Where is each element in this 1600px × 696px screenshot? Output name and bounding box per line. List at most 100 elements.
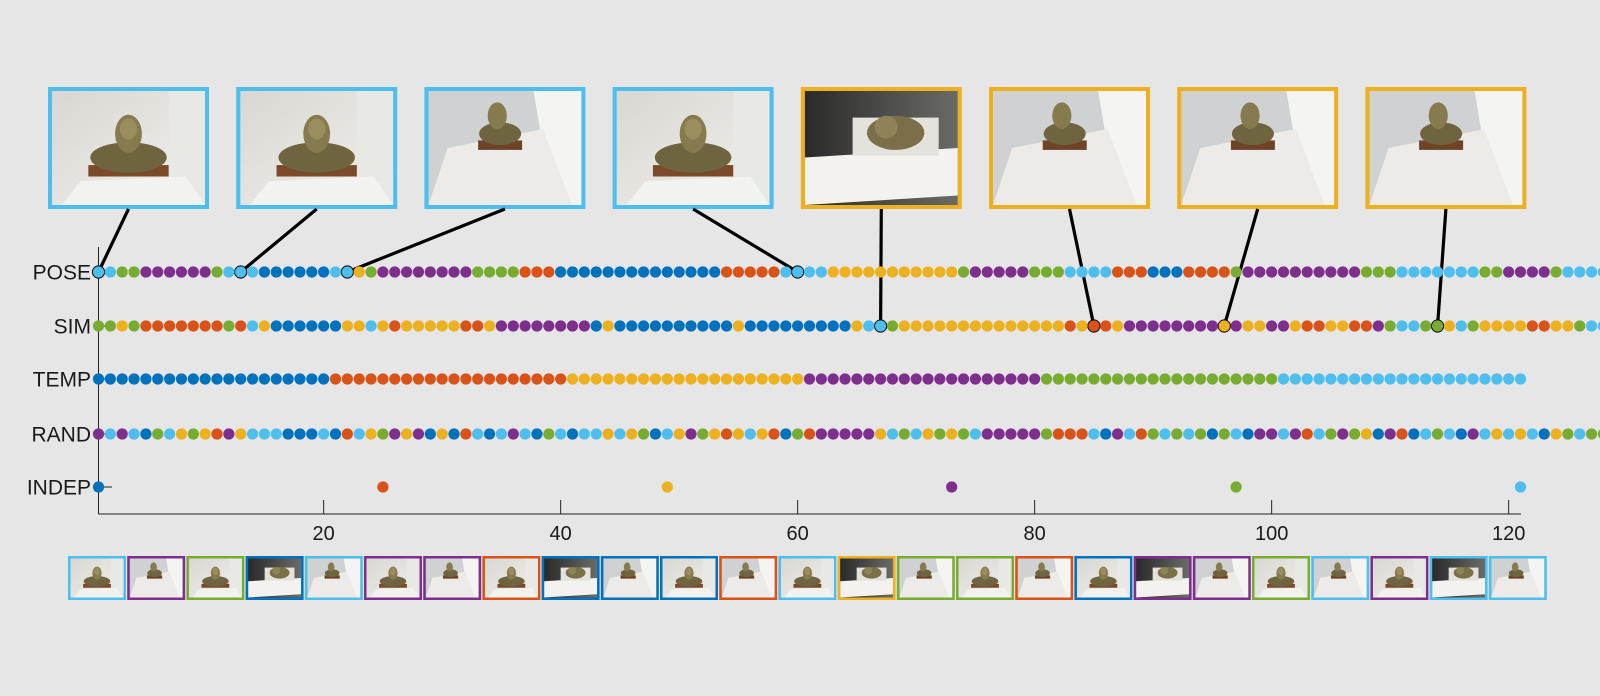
data-point (792, 428, 804, 440)
data-point (1467, 428, 1479, 440)
data-point (1538, 428, 1550, 440)
data-point (152, 320, 164, 332)
strip-thumbnail-image (603, 558, 657, 598)
data-point (412, 320, 425, 332)
highlight-thumbnails (48, 87, 1527, 209)
data-point (1218, 266, 1230, 278)
data-point (1159, 373, 1171, 385)
data-point (863, 266, 875, 278)
data-point (768, 266, 780, 278)
data-point (1349, 266, 1361, 278)
data-point (341, 266, 353, 278)
data-point (128, 373, 140, 385)
data-point (1064, 266, 1076, 278)
data-point (1123, 428, 1136, 440)
data-point (792, 266, 804, 278)
data-point (128, 266, 140, 278)
data-point (1514, 373, 1527, 385)
data-point (1360, 266, 1373, 278)
data-point (578, 428, 590, 440)
data-point (946, 373, 958, 385)
data-point (1171, 266, 1183, 278)
connector-line (97, 208, 130, 273)
data-point (164, 428, 176, 440)
data-point (934, 266, 946, 278)
data-point (1218, 320, 1230, 332)
connector-line (692, 207, 799, 274)
data-point (1052, 373, 1064, 385)
data-point (661, 320, 673, 332)
x-tick-label: 20 (313, 523, 335, 545)
connector-line (1222, 208, 1260, 327)
strip-thumbnail-image (366, 558, 420, 598)
strip-thumbnail-image (1432, 558, 1486, 598)
data-point (1574, 428, 1586, 440)
data-point (614, 320, 626, 332)
data-point (187, 266, 199, 278)
data-point (1349, 373, 1361, 385)
data-point (436, 320, 448, 332)
data-point (1514, 266, 1527, 278)
data-point (389, 266, 401, 278)
data-point (1112, 428, 1124, 440)
data-point (756, 320, 768, 332)
data-point (946, 320, 958, 332)
strip-thumbnail-image (1491, 558, 1545, 598)
data-point (1135, 428, 1147, 440)
data-point (1266, 373, 1278, 385)
data-point (910, 428, 922, 440)
data-point (1396, 373, 1408, 385)
data-point (1040, 266, 1053, 278)
data-point (1183, 428, 1195, 440)
data-point (389, 428, 401, 440)
data-point (377, 320, 389, 332)
thumbnail-image (240, 91, 394, 205)
data-point (1005, 266, 1017, 278)
data-point (827, 320, 839, 332)
data-point (519, 320, 531, 332)
data-point (590, 373, 602, 385)
data-point (1372, 428, 1384, 440)
data-point (1574, 266, 1586, 278)
data-point (969, 320, 982, 332)
data-point (851, 373, 863, 385)
data-point (1301, 266, 1313, 278)
data-point (993, 373, 1005, 385)
data-point (638, 373, 650, 385)
data-point (223, 428, 235, 440)
data-point (709, 266, 721, 278)
data-point (815, 320, 827, 332)
data-point (1325, 428, 1337, 440)
data-point (661, 481, 673, 493)
data-point (1526, 320, 1538, 332)
data-point (282, 320, 294, 332)
strip-thumbnail-image (840, 558, 894, 598)
data-point (898, 320, 910, 332)
data-point (1337, 266, 1349, 278)
row-label-temp: TEMP (33, 369, 91, 392)
data-point (246, 320, 259, 332)
data-point (910, 320, 922, 332)
data-point (1254, 266, 1266, 278)
data-point (969, 266, 982, 278)
data-point (1360, 320, 1373, 332)
sequence-rows: POSE SIM TEMP RAND INDEP (27, 262, 1600, 500)
data-point (472, 266, 484, 278)
data-point (211, 428, 223, 440)
data-point (519, 266, 531, 278)
data-point (495, 373, 507, 385)
connector-line (239, 207, 318, 274)
data-point (1550, 266, 1562, 278)
data-point (294, 428, 306, 440)
data-point (649, 428, 662, 440)
data-point (211, 373, 223, 385)
data-point (1313, 320, 1325, 332)
data-point (673, 320, 685, 332)
data-point (875, 373, 887, 385)
strip-thumbnail-image (188, 558, 242, 598)
data-point (424, 373, 436, 385)
data-point (1479, 320, 1491, 332)
data-point (1040, 373, 1053, 385)
data-point (223, 320, 235, 332)
data-point (1503, 320, 1515, 332)
